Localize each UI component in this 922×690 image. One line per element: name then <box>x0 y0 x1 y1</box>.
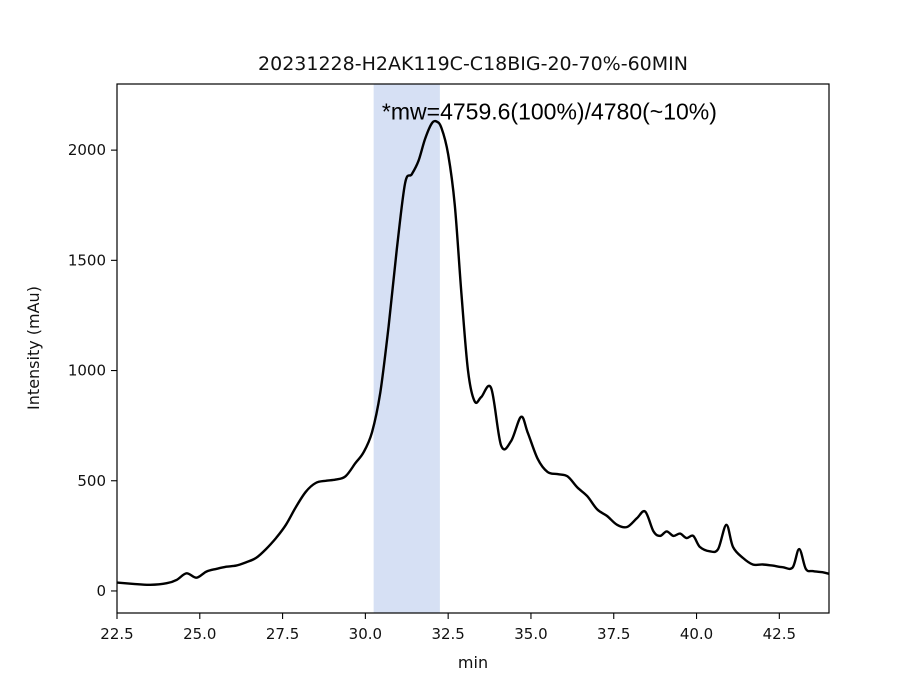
chart-title: 20231228-H2AK119C-C18BIG-20-70%-60MIN <box>258 53 688 75</box>
x-tick-label: 27.5 <box>266 625 299 643</box>
x-axis-title: min <box>458 653 488 672</box>
molecular-weight-annotation: *mw=4759.6(100%)/4780(~10%) <box>382 98 717 124</box>
y-tick-label: 2000 <box>68 141 106 159</box>
x-tick-label: 42.5 <box>763 625 796 643</box>
y-axis-title: Intensity (mAu) <box>24 286 43 410</box>
x-tick-label: 30.0 <box>349 625 382 643</box>
highlight-span <box>373 84 440 613</box>
y-tick-label: 1500 <box>68 251 106 269</box>
plot-frame <box>116 83 830 614</box>
x-tick-label: 32.5 <box>431 625 464 643</box>
chromatogram-line <box>116 119 830 587</box>
x-tick-label: 40.0 <box>680 625 713 643</box>
x-tick-label: 37.5 <box>597 625 630 643</box>
y-tick-label: 500 <box>77 472 106 490</box>
x-tick-label: 35.0 <box>514 625 547 643</box>
y-tick-label: 1000 <box>68 362 106 380</box>
y-tick-label: 0 <box>96 582 106 600</box>
x-tick-label: 22.5 <box>100 625 133 643</box>
x-tick-label: 25.0 <box>183 625 216 643</box>
